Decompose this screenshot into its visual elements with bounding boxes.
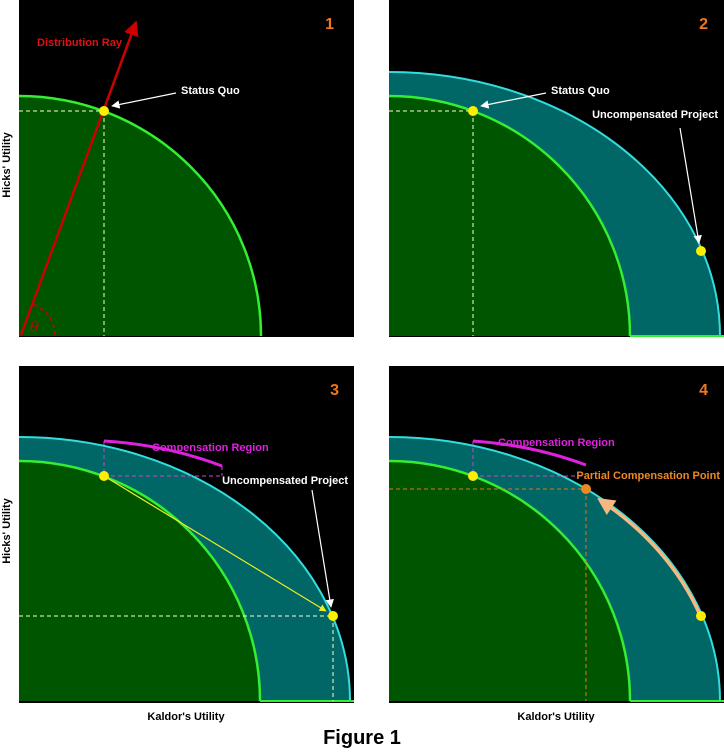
x-axis-label-right: Kaldor's Utility: [517, 711, 595, 723]
uncompensated-project-arrow: [679, 127, 702, 244]
distribution-ray-line: [19, 20, 139, 336]
panel-1: θ Status Quo Distribution Ray 1: [18, 0, 354, 337]
status-quo-point: [99, 471, 109, 481]
status-quo-point: [99, 106, 109, 116]
panel-2: Status Quo Uncompensated Project 2: [388, 0, 724, 337]
partial-compensation-label: Partial Compensation Point: [576, 470, 720, 482]
theta-angle-arc: [32, 303, 56, 336]
compensation-region-arc: [103, 439, 223, 468]
uncompensated-project-arrow: [311, 489, 334, 608]
panel-3: Uncompensated Project Compensation Regio…: [18, 366, 354, 703]
status-quo-label: Status Quo: [181, 85, 240, 97]
status-quo-frontier-curve: [18, 459, 262, 702]
y-axis-label-bottom: Hicks' Utility: [1, 498, 13, 564]
status-quo-frontier-curve: [388, 94, 632, 337]
status-quo-point: [468, 106, 478, 116]
x-axis-label-left: Kaldor's Utility: [147, 711, 225, 723]
panel-4: Compensation Region Partial Compensation…: [388, 366, 724, 703]
distribution-ray-label: Distribution Ray: [37, 37, 123, 49]
status-quo-frontier: [389, 96, 630, 336]
figure-caption: Figure 1: [323, 727, 401, 749]
uncompensated-project-label: Uncompensated Project: [592, 109, 718, 121]
project-frontier-curve: [18, 436, 351, 702]
uncompensated-project-point: [328, 611, 338, 621]
status-quo-frontier: [19, 96, 261, 336]
uncompensated-project-point: [696, 246, 706, 256]
project-frontier-curve: [388, 71, 721, 337]
status-quo-frontier-curve: [388, 459, 632, 702]
panel-2-number: 2: [699, 16, 708, 33]
project-frontier-curve: [388, 436, 721, 702]
panel-1-number: 1: [325, 16, 334, 33]
panel-3-number: 3: [330, 382, 339, 399]
compensation-region-arc: [472, 439, 587, 467]
partial-compensation-arrow: [597, 498, 702, 616]
status-quo-arrow: [111, 92, 177, 109]
compensation-connector-arrow: [103, 475, 327, 612]
compensation-region-label: Compensation Region: [498, 437, 615, 449]
partial-compensation-point: [581, 484, 591, 494]
uncompensated-project-point: [696, 611, 706, 621]
status-quo-label: Status Quo: [551, 85, 610, 97]
panel-4-number: 4: [699, 382, 708, 399]
status-quo-frontier: [389, 461, 630, 701]
theta-label: θ: [30, 318, 39, 336]
uncompensated-project-label: Uncompensated Project: [222, 475, 348, 487]
y-axis-label-top: Hicks' Utility: [1, 132, 13, 198]
status-quo-point: [468, 471, 478, 481]
status-quo-frontier: [19, 461, 260, 701]
compensation-region-label: Compensation Region: [152, 442, 269, 454]
status-quo-frontier-curve: [18, 94, 263, 337]
status-quo-arrow: [480, 92, 547, 109]
